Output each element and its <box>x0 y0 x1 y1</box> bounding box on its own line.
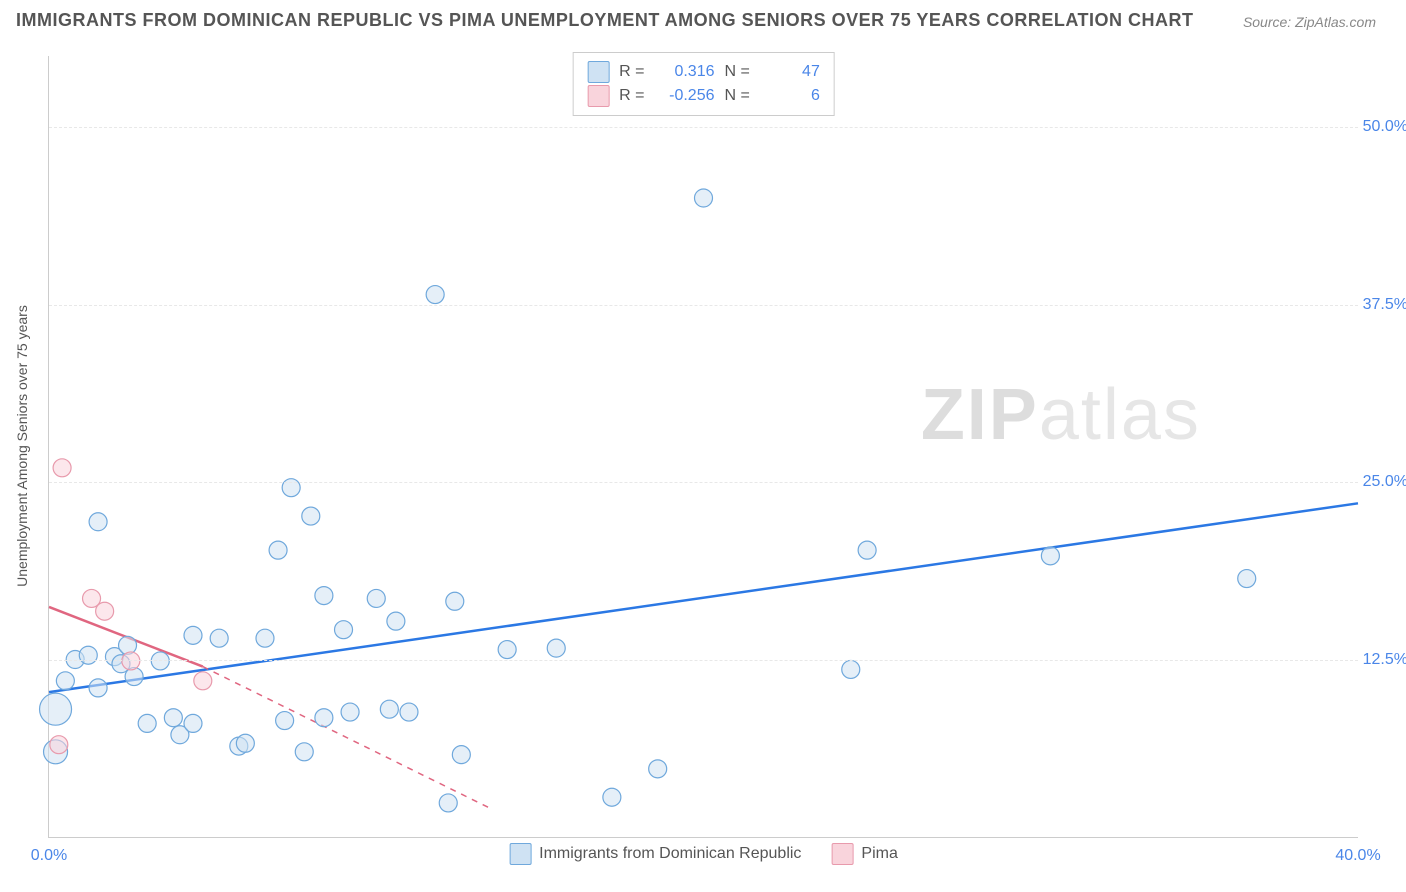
y-tick-label: 25.0% <box>1338 473 1406 491</box>
chart-source: Source: ZipAtlas.com <box>1243 14 1376 30</box>
x-tick-label: 0.0% <box>31 847 67 865</box>
y-tick-label: 37.5% <box>1338 296 1406 314</box>
y-tick-label: 50.0% <box>1338 118 1406 136</box>
plot-area: ZIPatlas R = 0.316 N = 47 R = -0.256 N =… <box>48 56 1358 838</box>
legend-item-series-1: Immigrants from Dominican Republic <box>509 843 801 865</box>
chart-svg <box>49 56 1358 837</box>
swatch-series-2-b <box>831 843 853 865</box>
legend-series: Immigrants from Dominican Republic Pima <box>509 843 898 865</box>
legend-item-series-2: Pima <box>831 843 897 865</box>
grid-line <box>49 305 1358 306</box>
grid-line <box>49 482 1358 483</box>
swatch-series-1-b <box>509 843 531 865</box>
grid-line <box>49 660 1358 661</box>
chart-title: IMMIGRANTS FROM DOMINICAN REPUBLIC VS PI… <box>16 10 1194 31</box>
x-tick-label: 40.0% <box>1335 847 1380 865</box>
y-axis-label: Unemployment Among Seniors over 75 years <box>14 305 30 587</box>
y-tick-label: 12.5% <box>1338 651 1406 669</box>
grid-line <box>49 127 1358 128</box>
